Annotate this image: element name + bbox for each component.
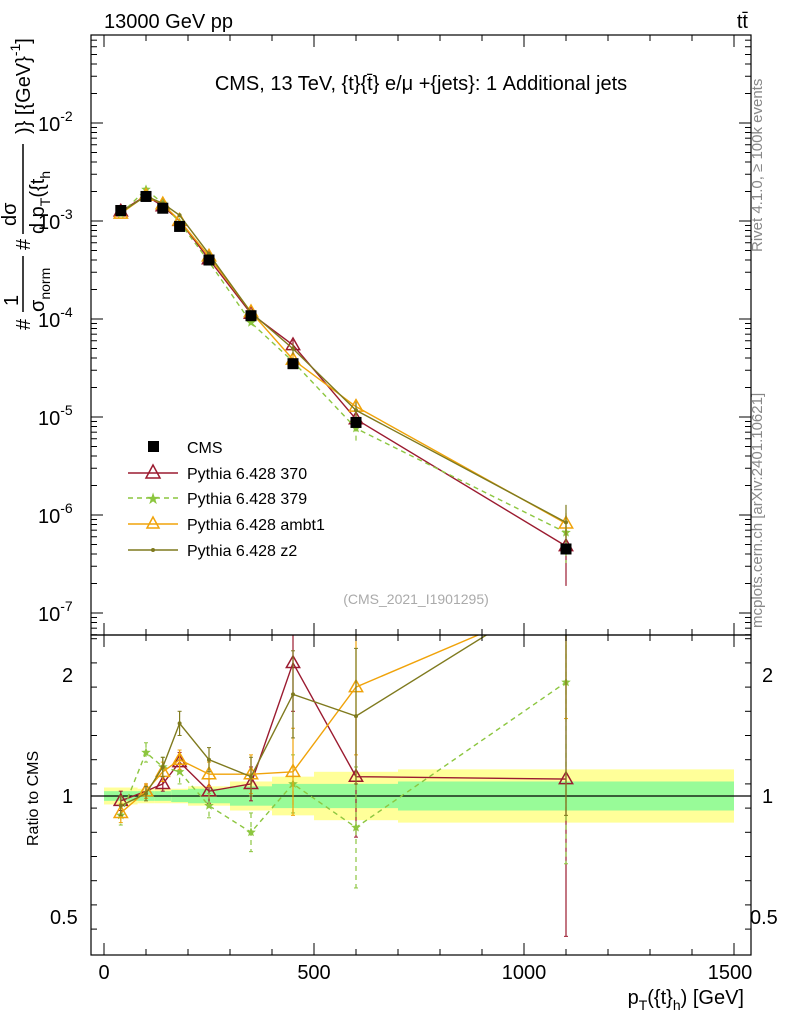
cms-data-point	[350, 416, 362, 428]
x-tick-1000: 1000	[502, 962, 547, 984]
x-tick-500: 500	[297, 962, 330, 984]
legend-370-label: Pythia 6.428 370	[187, 466, 307, 483]
cms-data-point	[245, 310, 257, 322]
series-line-ratio	[120, 681, 567, 834]
y-ratio-tick-labels: 2 1 0.5 2 1 0.5	[50, 665, 778, 929]
legend-cms-label: CMS	[187, 440, 223, 457]
y-tick-1e-4: 10-4	[38, 304, 73, 332]
y-main-tick-labels: 10-2 10-3 10-4 10-5 10-6 10-7	[38, 108, 73, 626]
svg-text:#: #	[13, 238, 35, 250]
cms-data-point	[140, 190, 152, 202]
y-tick-1e-3: 10-3	[38, 206, 73, 234]
series-ratio-point	[112, 804, 129, 819]
series-ratio-point	[154, 775, 171, 790]
series-ratio-point	[246, 827, 256, 837]
series-ratio-point	[177, 721, 182, 726]
series-ratio-point	[285, 763, 301, 778]
y-tick-1e-5: 10-5	[38, 402, 73, 430]
series-main-point	[354, 408, 358, 413]
series-ratio-point	[160, 764, 165, 769]
legend-370-marker	[144, 463, 162, 479]
series-main-point	[246, 317, 256, 327]
legend-379-marker: ★	[146, 491, 160, 508]
series-ratio-point	[351, 822, 361, 832]
svg-text:dσ: dσ	[0, 202, 21, 226]
process-label: tt̄	[737, 11, 749, 33]
series-ratio-point	[144, 791, 148, 796]
cms-data-point	[287, 358, 299, 370]
legend-ambt1-marker	[145, 515, 161, 529]
series-ratio-point	[354, 714, 358, 719]
legend-z2-label: Pythia 6.428 z2	[187, 543, 297, 560]
x-tick-labels: 0 500 1000 1500	[98, 962, 752, 984]
svg-text:)} [{GeV}-1]: )} [{GeV}-1]	[7, 38, 35, 134]
ratio-tick-0.5-right: 0.5	[750, 907, 778, 929]
ratio-tick-2-left: 2	[62, 665, 73, 687]
y-tick-1e-2: 10-2	[38, 108, 73, 136]
y-main-axis-label: # 1 σnorm # dσ d pT({th )} [{GeV}-1]	[0, 38, 53, 330]
y-tick-1e-7: 10-7	[38, 598, 73, 626]
svg-text:#: #	[13, 318, 35, 330]
legend-z2-marker	[151, 548, 155, 552]
x-tick-1500: 1500	[708, 962, 753, 984]
series-ratio-point	[207, 757, 211, 762]
series-ratio-point	[559, 591, 572, 603]
ratio-plot-frame	[90, 634, 752, 956]
series-ratio-point	[141, 747, 151, 757]
svg-text:1: 1	[1, 295, 23, 306]
legend-cms-marker	[148, 441, 159, 452]
cms-data-point	[157, 202, 169, 214]
x-tick-0: 0	[98, 962, 109, 984]
main-plot-marks	[112, 184, 574, 586]
ratio-plot-marks	[112, 591, 574, 937]
series-main-point	[177, 213, 182, 218]
legend: CMS Pythia 6.428 370 ★ Pythia 6.428 379 …	[128, 440, 325, 560]
y-ratio-axis-label: Ratio to CMS	[25, 751, 42, 846]
legend-379-label: Pythia 6.428 379	[187, 491, 307, 508]
series-main-point	[291, 346, 295, 351]
energy-label: 13000 GeV pp	[104, 11, 233, 33]
mcplots-label: mcplots.cern.ch [arXiv:2401.10621]	[749, 393, 766, 628]
ratio-tick-2-right: 2	[762, 665, 773, 687]
svg-text:σnorm: σnorm	[27, 268, 53, 312]
series-ratio-point	[249, 774, 253, 779]
cms-data-point	[560, 543, 572, 555]
plot-title: CMS, 13 TeV, {t}{t̄} e/μ +{jets}: 1 Addi…	[215, 73, 627, 95]
svg-text:d pT({th: d pT({th	[27, 171, 53, 234]
cms-data-point	[174, 220, 186, 232]
series-ratio-point	[204, 800, 214, 810]
legend-ambt1-label: Pythia 6.428 ambt1	[187, 517, 325, 534]
ratio-tick-0.5-left: 0.5	[50, 907, 78, 929]
ratio-tick-1-right: 1	[762, 786, 773, 808]
analysis-id: (CMS_2021_I1901295)	[343, 591, 489, 607]
series-ratio-point	[171, 751, 188, 765]
series-ratio-point	[291, 692, 295, 697]
axis-ticks	[91, 35, 751, 955]
ratio-tick-1-left: 1	[62, 786, 73, 808]
cms-data-point	[203, 254, 215, 266]
series-ratio-point	[118, 803, 123, 808]
y-tick-1e-6: 10-6	[38, 500, 73, 528]
x-axis-label: pT({t}h) [GeV]	[628, 987, 744, 1013]
series-line-main	[120, 188, 567, 534]
series-ratio-point	[174, 766, 185, 776]
rivet-version-label: Rivet 4.1.0, ≥ 100k events	[749, 79, 766, 252]
series-ratio-point	[201, 765, 217, 780]
cms-data-point	[115, 204, 127, 216]
series-main-point	[564, 520, 568, 525]
